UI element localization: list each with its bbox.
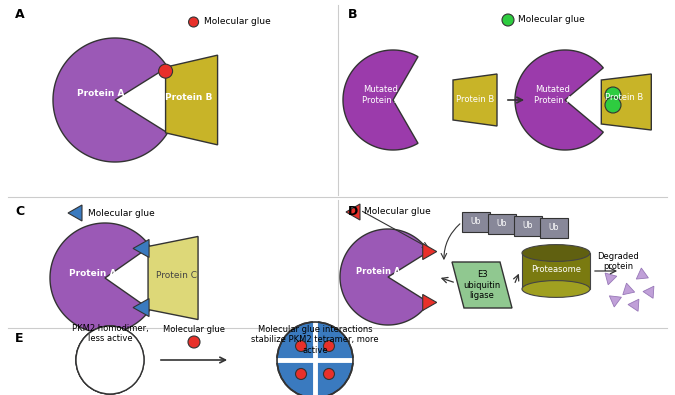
Text: D: D — [348, 205, 358, 218]
Polygon shape — [148, 237, 198, 320]
Polygon shape — [515, 50, 603, 150]
Bar — [540, 218, 568, 238]
Circle shape — [323, 340, 335, 352]
Polygon shape — [643, 286, 654, 298]
Ellipse shape — [522, 280, 590, 297]
Text: C: C — [15, 205, 24, 218]
Polygon shape — [110, 328, 122, 360]
Polygon shape — [605, 273, 617, 285]
Polygon shape — [50, 223, 150, 333]
Text: Molecular glue: Molecular glue — [204, 17, 270, 26]
Text: Ub: Ub — [549, 224, 559, 233]
Circle shape — [188, 336, 200, 348]
Text: Molecular glue: Molecular glue — [518, 15, 585, 24]
Polygon shape — [133, 299, 149, 316]
Text: Molecular glue: Molecular glue — [163, 325, 225, 335]
Polygon shape — [628, 299, 639, 311]
Text: Protein A: Protein A — [70, 269, 117, 278]
Polygon shape — [423, 244, 437, 260]
Polygon shape — [84, 345, 109, 375]
Polygon shape — [453, 74, 497, 126]
Bar — [462, 212, 490, 232]
Text: E3
ubiquitin
ligase: E3 ubiquitin ligase — [463, 270, 501, 300]
Polygon shape — [340, 229, 429, 325]
Text: E: E — [15, 332, 24, 345]
Circle shape — [96, 346, 124, 374]
Text: Molecular glue interactions
stabilize PKM2 tetramer, more
active: Molecular glue interactions stabilize PK… — [251, 325, 379, 355]
Circle shape — [605, 97, 621, 113]
Polygon shape — [452, 262, 512, 308]
Polygon shape — [637, 268, 649, 279]
Text: A: A — [15, 8, 24, 21]
Polygon shape — [610, 296, 622, 307]
Text: Mutated
Protein A: Mutated Protein A — [534, 85, 572, 105]
Text: Protein B: Protein B — [165, 94, 213, 102]
Polygon shape — [133, 239, 149, 258]
Circle shape — [502, 14, 514, 26]
Circle shape — [605, 87, 621, 103]
Polygon shape — [53, 38, 167, 162]
Polygon shape — [601, 74, 651, 130]
Text: Molecular glue: Molecular glue — [364, 207, 431, 216]
Text: B: B — [348, 8, 358, 21]
Circle shape — [323, 369, 335, 380]
Polygon shape — [423, 294, 437, 310]
Text: Ub: Ub — [497, 220, 507, 228]
Text: Ub: Ub — [471, 218, 481, 226]
Circle shape — [296, 369, 306, 380]
Circle shape — [188, 17, 198, 27]
Circle shape — [76, 326, 144, 394]
Bar — [514, 216, 542, 236]
Polygon shape — [76, 326, 122, 394]
Text: Mutated
Protein A: Mutated Protein A — [362, 85, 400, 105]
Bar — [522, 253, 590, 289]
Circle shape — [76, 326, 144, 394]
Polygon shape — [111, 345, 136, 375]
Text: Protein A: Protein A — [356, 267, 400, 276]
Ellipse shape — [522, 245, 590, 261]
Polygon shape — [623, 283, 634, 295]
Text: PKM2 homodimer,
less active: PKM2 homodimer, less active — [72, 324, 148, 343]
Polygon shape — [346, 204, 360, 220]
Polygon shape — [165, 55, 217, 145]
Text: Protein A: Protein A — [77, 90, 125, 98]
Circle shape — [296, 340, 306, 352]
Text: Protein B: Protein B — [605, 94, 643, 102]
Text: Ub: Ub — [523, 222, 533, 231]
Bar — [105, 326, 115, 394]
Polygon shape — [68, 205, 82, 221]
Circle shape — [277, 322, 353, 395]
Circle shape — [159, 64, 173, 78]
Text: Protein B: Protein B — [456, 96, 494, 105]
Text: Degraded
protein: Degraded protein — [597, 252, 639, 271]
Text: Proteasome: Proteasome — [531, 265, 581, 273]
Text: Protein C: Protein C — [155, 271, 196, 280]
Text: Molecular glue: Molecular glue — [88, 209, 155, 218]
Polygon shape — [343, 50, 418, 150]
Bar — [488, 214, 516, 234]
